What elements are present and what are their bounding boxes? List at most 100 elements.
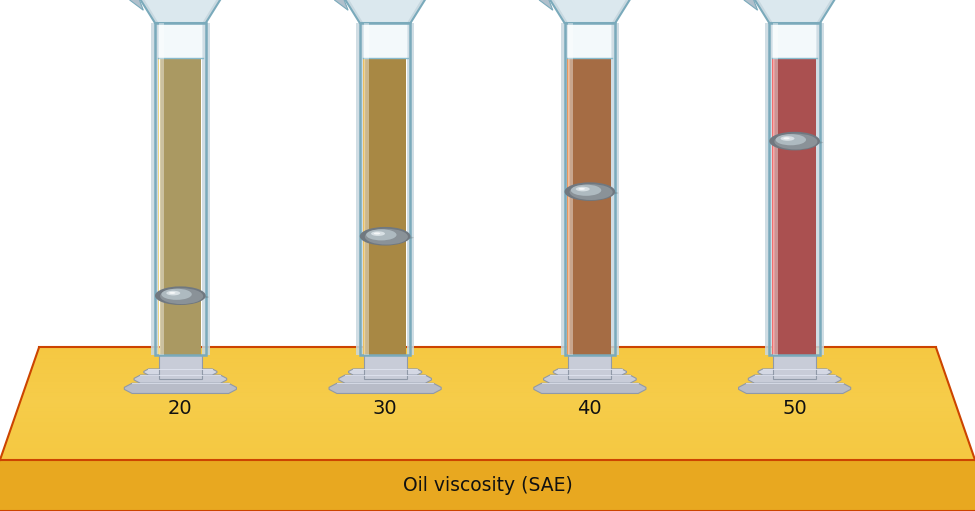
Polygon shape (8, 434, 967, 437)
Polygon shape (334, 0, 348, 10)
Ellipse shape (569, 184, 612, 200)
Polygon shape (20, 400, 956, 404)
Bar (366, 58, 393, 355)
Bar (161, 58, 188, 355)
Polygon shape (752, 0, 838, 23)
Bar (365, 58, 373, 355)
Polygon shape (31, 366, 944, 370)
Bar (569, 58, 578, 355)
Bar (765, 23, 773, 355)
Bar (775, 58, 802, 355)
Bar (565, 23, 615, 355)
Ellipse shape (169, 292, 176, 294)
Polygon shape (26, 381, 949, 385)
Ellipse shape (576, 187, 590, 191)
Bar (774, 58, 786, 355)
Bar (158, 23, 203, 58)
Ellipse shape (781, 136, 795, 141)
Bar (202, 23, 210, 355)
Bar (570, 58, 604, 355)
Bar (365, 58, 368, 355)
Ellipse shape (565, 182, 615, 201)
Bar (569, 58, 575, 355)
Bar (569, 58, 573, 355)
Ellipse shape (162, 289, 192, 300)
Ellipse shape (783, 137, 790, 140)
Bar (774, 58, 777, 355)
Bar (356, 23, 364, 355)
Ellipse shape (578, 188, 585, 190)
Bar (158, 58, 160, 355)
Bar (407, 23, 414, 355)
Bar (161, 58, 197, 355)
Bar (570, 58, 601, 355)
Polygon shape (17, 407, 958, 411)
Bar (775, 58, 811, 355)
Bar (366, 58, 402, 355)
Ellipse shape (360, 227, 410, 245)
Bar (773, 355, 816, 379)
Polygon shape (347, 0, 423, 22)
Bar (366, 58, 399, 355)
Bar (774, 58, 784, 355)
Bar (570, 58, 609, 355)
Bar (366, 58, 391, 355)
Bar (365, 58, 382, 355)
Bar (366, 58, 406, 355)
Bar (774, 58, 780, 355)
Bar (569, 58, 576, 355)
Bar (775, 58, 814, 355)
Bar (570, 58, 602, 355)
Bar (569, 58, 585, 355)
Bar (160, 58, 169, 355)
Bar (366, 58, 403, 355)
Bar (365, 58, 387, 355)
Bar (774, 58, 789, 355)
Bar (775, 58, 812, 355)
Bar (160, 58, 182, 355)
Bar (570, 58, 606, 355)
Bar (570, 58, 598, 355)
Ellipse shape (367, 229, 397, 240)
Polygon shape (342, 0, 428, 23)
Bar (364, 23, 369, 355)
Bar (774, 58, 800, 355)
Ellipse shape (361, 235, 413, 240)
Polygon shape (144, 369, 216, 375)
Bar (567, 58, 569, 355)
Bar (160, 58, 178, 355)
Bar (363, 58, 365, 355)
Bar (775, 58, 800, 355)
Polygon shape (137, 0, 223, 23)
Bar (365, 58, 374, 355)
Bar (774, 58, 797, 355)
Bar (561, 23, 568, 355)
Bar (161, 58, 194, 355)
Polygon shape (0, 460, 975, 511)
Bar (775, 58, 806, 355)
Bar (160, 58, 172, 355)
Polygon shape (135, 375, 226, 383)
Bar (774, 58, 793, 355)
Bar (160, 58, 163, 355)
Bar (816, 23, 824, 355)
Bar (160, 58, 175, 355)
Polygon shape (544, 375, 636, 383)
Bar (569, 58, 579, 355)
Bar (160, 58, 173, 355)
Bar (774, 58, 778, 355)
Bar (569, 58, 582, 355)
Polygon shape (19, 404, 956, 407)
Bar (159, 23, 164, 355)
Ellipse shape (167, 291, 180, 295)
Bar (365, 58, 370, 355)
Bar (772, 58, 774, 355)
Ellipse shape (155, 286, 206, 305)
Bar (774, 58, 787, 355)
Bar (160, 58, 166, 355)
Bar (366, 58, 397, 355)
Bar (365, 58, 390, 355)
Polygon shape (749, 375, 840, 383)
Bar (161, 58, 192, 355)
Bar (365, 58, 388, 355)
